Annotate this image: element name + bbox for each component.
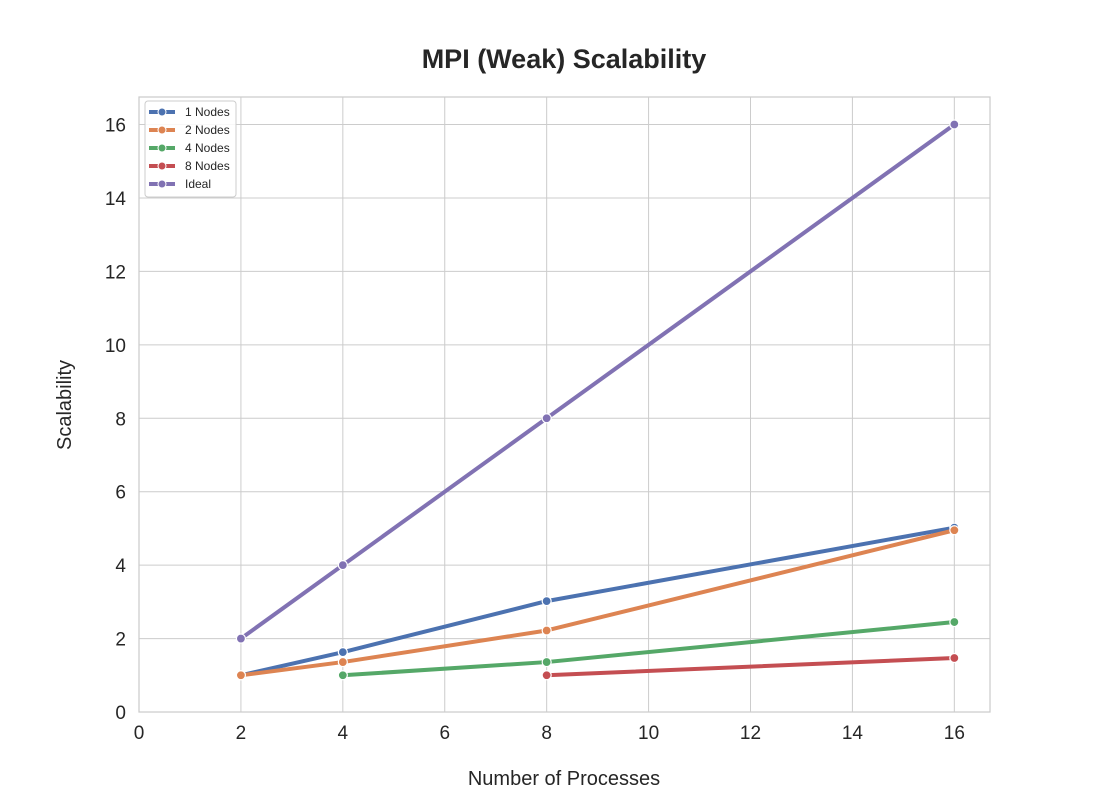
plot-area bbox=[138, 96, 991, 713]
data-point bbox=[337, 670, 348, 681]
legend-item: 8 Nodes bbox=[149, 159, 230, 173]
x-axis-label: Number of Processes bbox=[468, 768, 660, 790]
data-point bbox=[949, 525, 960, 536]
y-tick-label: 16 bbox=[105, 116, 126, 137]
y-tick-label: 10 bbox=[105, 336, 126, 357]
series-line bbox=[238, 528, 957, 678]
x-axis-ticks: 0 2 4 6 8 10 12 14 16 bbox=[134, 723, 965, 744]
data-point bbox=[235, 633, 247, 644]
series-2-nodes bbox=[235, 525, 960, 681]
y-tick-label: 0 bbox=[115, 703, 126, 724]
y-tick-label: 14 bbox=[105, 189, 127, 210]
legend-item: 4 Nodes bbox=[149, 141, 230, 155]
data-point bbox=[541, 670, 552, 681]
series-4-nodes bbox=[337, 616, 960, 681]
legend-item: 1 Nodes bbox=[149, 105, 230, 119]
chart-title: MPI (Weak) Scalability bbox=[422, 44, 707, 74]
data-point bbox=[337, 560, 348, 571]
legend-item: Ideal bbox=[149, 177, 211, 191]
legend-box bbox=[144, 100, 237, 198]
series-layer bbox=[235, 119, 960, 681]
series-8-nodes bbox=[541, 652, 960, 681]
y-tick-label: 12 bbox=[105, 262, 126, 283]
legend-label: 4 Nodes bbox=[185, 141, 230, 155]
x-tick-label: 8 bbox=[541, 723, 552, 744]
x-tick-label: 6 bbox=[439, 723, 450, 744]
legend-label: 1 Nodes bbox=[185, 105, 230, 119]
x-tick-label: 4 bbox=[338, 723, 349, 744]
legend: 1 Nodes 2 Nodes 4 Nodes 8 Nodes Ideal bbox=[144, 100, 237, 198]
x-tick-label: 2 bbox=[236, 723, 247, 744]
data-point bbox=[541, 596, 552, 607]
legend-marker bbox=[157, 107, 167, 117]
y-tick-label: 4 bbox=[115, 556, 126, 577]
series-line bbox=[544, 656, 957, 678]
legend-marker bbox=[157, 143, 167, 153]
plot-frame bbox=[138, 96, 991, 713]
y-axis-label: Scalability bbox=[54, 360, 76, 450]
x-tick-label: 12 bbox=[740, 723, 761, 744]
series-line bbox=[238, 525, 957, 678]
data-point bbox=[541, 413, 552, 424]
legend-label: Ideal bbox=[185, 177, 211, 191]
x-tick-label: 0 bbox=[134, 723, 145, 744]
legend-marker bbox=[157, 125, 167, 135]
legend-item: 2 Nodes bbox=[149, 123, 230, 137]
legend-label: 2 Nodes bbox=[185, 123, 230, 137]
data-point bbox=[949, 652, 960, 664]
data-point bbox=[235, 670, 247, 681]
data-point bbox=[337, 647, 348, 658]
series-line bbox=[238, 122, 957, 641]
x-tick-label: 16 bbox=[944, 723, 965, 744]
data-point bbox=[949, 119, 960, 130]
y-axis-ticks: 0 2 4 6 8 10 12 14 16 bbox=[105, 116, 127, 724]
data-point bbox=[337, 656, 348, 668]
legend-marker bbox=[157, 179, 167, 189]
data-point bbox=[949, 616, 960, 628]
data-point bbox=[541, 656, 552, 668]
y-tick-label: 8 bbox=[115, 409, 126, 430]
data-point bbox=[541, 625, 552, 636]
y-tick-label: 6 bbox=[115, 483, 126, 504]
legend-marker bbox=[157, 161, 167, 171]
legend-label: 8 Nodes bbox=[185, 159, 230, 173]
x-tick-label: 14 bbox=[842, 723, 864, 744]
x-tick-label: 10 bbox=[638, 723, 659, 744]
series-ideal bbox=[235, 119, 960, 644]
y-tick-label: 2 bbox=[115, 630, 126, 651]
